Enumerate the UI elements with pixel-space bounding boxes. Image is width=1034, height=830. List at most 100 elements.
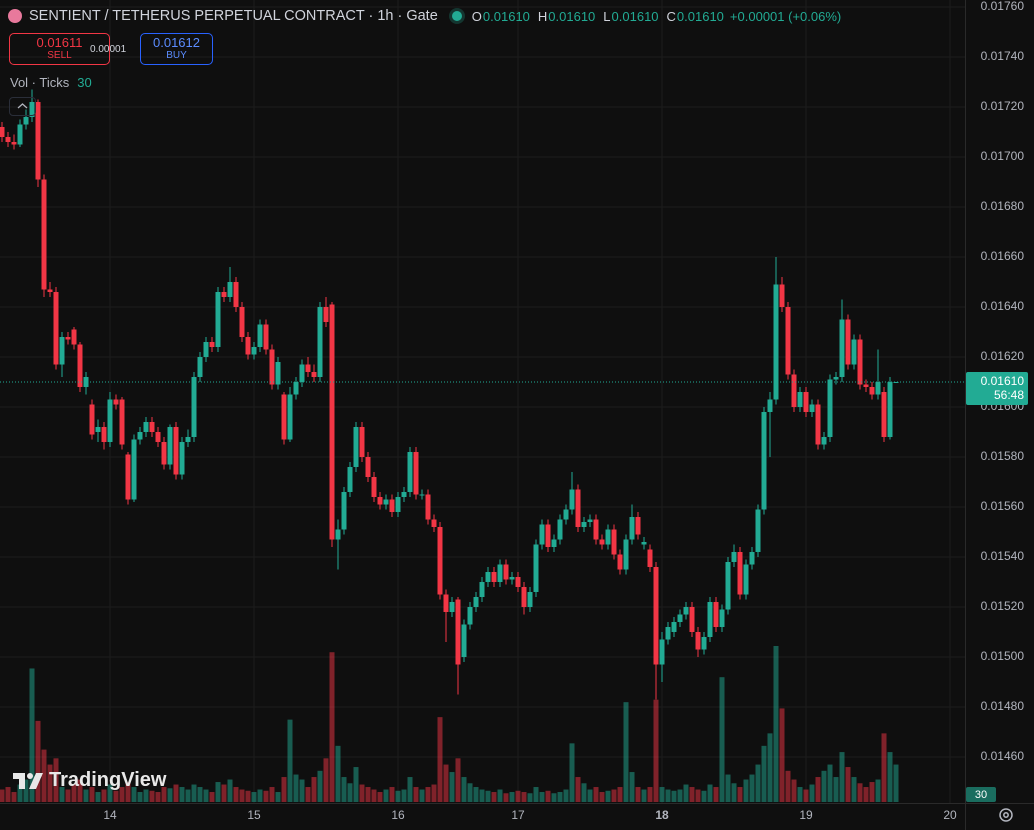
logo-dot <box>27 772 33 779</box>
symbol-title[interactable]: SENTIENT / TETHERUS PERPETUAL CONTRACT ·… <box>29 8 438 24</box>
candle-body <box>623 539 629 570</box>
candle-body <box>0 127 5 137</box>
y-tick-label: 0.01680 <box>981 199 1025 213</box>
candle-body <box>401 492 407 497</box>
candle-body <box>263 324 269 350</box>
volume-bar <box>365 787 371 802</box>
volume-bar <box>5 787 11 802</box>
candle-body <box>569 489 575 510</box>
volume-name[interactable]: Vol · Ticks <box>10 75 70 90</box>
ohlc-values: O 0.01610 H 0.01610 L 0.01610 C 0.01610 <box>472 9 732 24</box>
candle-body <box>479 582 485 597</box>
watermark-text: TradingView <box>49 769 167 791</box>
candle-body <box>695 632 701 650</box>
candle-body <box>635 517 641 535</box>
volume-bar <box>863 787 869 802</box>
candle-body <box>149 422 155 432</box>
volume-bar <box>845 767 851 802</box>
candle-body <box>35 102 41 180</box>
candle-body <box>659 639 665 665</box>
candle-body <box>449 602 455 612</box>
volume-bar <box>851 777 857 802</box>
last-price-label: 0.01610 <box>981 374 1025 388</box>
candle-body <box>269 349 275 385</box>
candle-body <box>359 427 365 457</box>
candle-body <box>215 292 221 347</box>
volume-bar <box>443 764 449 802</box>
volume-bar <box>539 792 545 802</box>
volume-bar <box>275 792 281 802</box>
candle-body <box>341 492 347 530</box>
candle-body <box>17 124 23 145</box>
volume-bar <box>635 787 641 802</box>
candle-body <box>29 102 35 117</box>
volume-bar <box>11 792 17 802</box>
volume-bar <box>701 790 707 802</box>
countdown: 56:48 <box>994 388 1024 402</box>
volume-bar <box>821 770 827 802</box>
volume-bar <box>485 790 491 802</box>
candle-body <box>677 614 683 622</box>
candle-body <box>503 564 509 580</box>
volume-bar <box>551 793 557 802</box>
candle-body <box>665 627 671 640</box>
volume-bar <box>185 789 191 802</box>
candle-body <box>155 432 161 442</box>
volume-bar <box>647 787 653 802</box>
candle-body <box>563 509 569 520</box>
volume-bar <box>35 720 41 802</box>
volume-bar <box>731 783 737 802</box>
candle-body <box>875 382 881 395</box>
volume-bar <box>881 733 887 802</box>
ohlc-key: L <box>603 8 611 24</box>
candle-body <box>425 494 431 520</box>
candle-body <box>41 179 47 290</box>
volume-bar <box>347 783 353 802</box>
candle-body <box>737 552 743 595</box>
volume-bar <box>413 787 419 802</box>
candle-body <box>863 384 869 387</box>
candle-body <box>221 292 227 297</box>
volume-bar <box>455 758 461 802</box>
volume-bar <box>629 772 635 802</box>
collapse-button[interactable] <box>9 97 36 116</box>
volume-bar <box>419 789 425 802</box>
candle-body <box>275 362 281 385</box>
candles <box>0 89 899 700</box>
ohlc-value: 0.01610 <box>548 8 596 24</box>
candle-body <box>521 587 527 607</box>
candle-body <box>89 404 95 435</box>
candle-body <box>245 337 251 355</box>
candle-body <box>161 442 167 465</box>
candle-body <box>437 527 443 595</box>
candle-body <box>287 394 293 440</box>
gear-hub <box>1003 812 1009 818</box>
candle-body <box>707 602 713 637</box>
volume-bar <box>815 777 821 802</box>
volume-bar <box>713 787 719 802</box>
candle-body <box>839 319 845 377</box>
buy-button[interactable]: 0.01612 BUY <box>140 33 213 65</box>
candle-body <box>815 404 821 445</box>
candle-body <box>113 399 119 405</box>
volume-bar <box>401 789 407 802</box>
settings-icon[interactable] <box>999 808 1013 822</box>
candle-body <box>95 427 101 432</box>
volume-bar <box>869 782 875 802</box>
volume-bar <box>65 789 71 802</box>
y-tick-label: 0.01740 <box>981 49 1025 63</box>
volume-bar <box>323 758 329 802</box>
volume-bar <box>431 784 437 802</box>
volume-bar <box>833 777 839 802</box>
market-status <box>451 11 462 21</box>
sell-button[interactable]: 0.01611 SELL <box>9 33 110 65</box>
candle-body <box>299 364 305 382</box>
volume-bar <box>875 779 881 802</box>
volume-bar <box>521 792 527 802</box>
legend-header: SENTIENT / TETHERUS PERPETUAL CONTRACT ·… <box>8 6 849 26</box>
candle-body <box>467 607 473 625</box>
volume-bar <box>491 792 497 802</box>
volume-bar <box>581 783 587 802</box>
candle-body <box>395 497 401 512</box>
volume-bar <box>131 787 137 802</box>
